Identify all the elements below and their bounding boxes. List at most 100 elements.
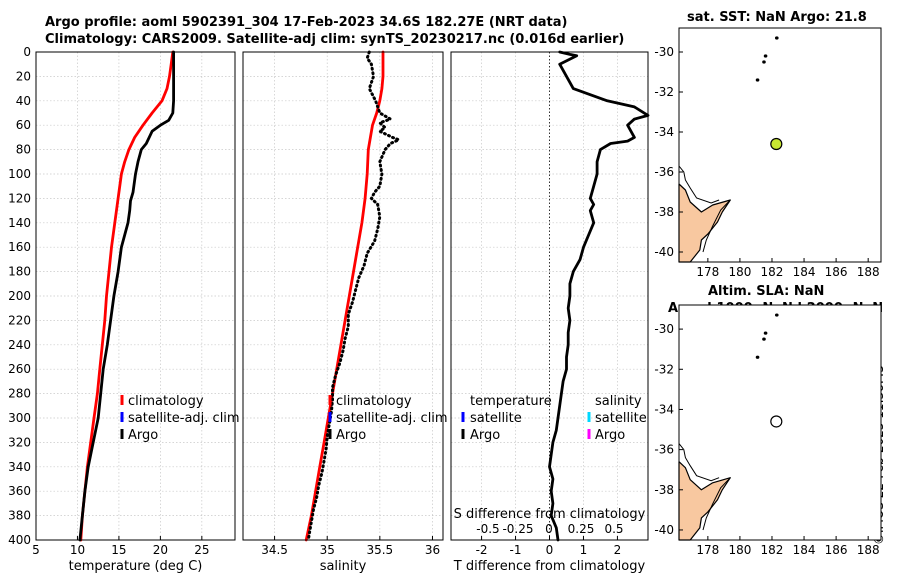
temperature-legend-label: climatology [128,394,204,409]
map_sla-xtick-label: 182 [761,543,784,557]
map_sst-xtick-label: 182 [761,265,784,279]
map_sla-xtick-label: 188 [857,543,880,557]
secondary-tick-label: -0.25 [502,522,533,536]
salinity-legend-label: satellite-adj. clim [336,411,448,426]
depth-tick-label: 380 [8,509,31,523]
temperature-xtick-label: 15 [111,543,126,557]
map_sst-xtick-label: 184 [793,265,816,279]
secondary-tick-label: 0.25 [568,522,595,536]
map_sla-argo-marker [770,415,783,428]
temperature-xtick-label: 20 [153,543,168,557]
map_sst-ytick-label: -40 [654,245,674,259]
depth-tick-label: 40 [16,94,31,108]
map_sst-shelf-contour [702,199,731,253]
map_sla-island [774,313,779,317]
map_sla-xtick-label: 186 [825,543,848,557]
temperature-xtick-label: 5 [32,543,40,557]
legend-temperature-header: temperature [470,394,552,409]
depth-tick-label: 320 [8,435,31,449]
map_sla-shelf-contour [678,443,720,482]
secondary-axis-label: S difference from climatology [454,507,646,522]
difference-xtick-label: -2 [476,543,488,557]
map-sst-title: sat. SST: NaN Argo: 21.8 [687,10,867,25]
map_sst-island [755,78,760,82]
map_sst-xtick-label: 178 [696,265,719,279]
depth-tick-label: 400 [8,533,31,547]
legend-salinity-header: salinity [595,394,642,409]
temperature-xtick-label: 10 [70,543,85,557]
depth-tick-label: 120 [8,191,31,205]
depth-tick-label: 160 [8,240,31,254]
salinity-xtick-label: 35.5 [366,543,393,557]
difference-xtick-label: 2 [614,543,622,557]
secondary-tick-label: 0.5 [604,522,623,536]
temperature-series-climatology [79,50,175,542]
depth-tick-label: 260 [8,362,31,376]
figure-title-line1: Argo profile: aoml 5902391_304 17-Feb-20… [45,15,568,30]
difference-xtick-label: 0 [546,543,554,557]
map_sla-island [762,337,766,341]
map_sla-ytick-label: -30 [654,322,674,336]
salinity-series-climatology [304,50,385,542]
salinity-legend-label: Argo [336,428,366,443]
depth-tick-label: 100 [8,167,31,181]
map_sst-xtick-label: 188 [857,265,880,279]
depth-tick-label: 140 [8,216,31,230]
difference-xtick-label: 1 [580,543,588,557]
salinity-xtick-label: 36 [425,543,440,557]
map_sst-island [774,36,779,40]
salinity-series-argo [306,50,401,542]
map_sst-argo-marker [770,137,783,151]
depth-tick-label: 220 [8,313,31,327]
map_sst-shelf-contour [678,165,720,204]
salinity-axes-frame [242,51,444,541]
map-sla-title-line1: Altim. SLA: NaN [708,284,825,299]
map_sst-island [763,54,768,58]
salinity-xlabel: salinity [320,559,367,574]
map_sst-ytick-label: -38 [654,205,674,219]
legend-salinity-label: Argo [595,428,625,443]
depth-tick-label: 280 [8,387,31,401]
difference-series-t-difference [548,50,650,542]
map_sla-ytick-label: -32 [654,362,674,376]
map_sst-island [762,60,766,64]
legend-temperature-label: Argo [470,428,500,443]
map_sla-island [755,355,760,359]
map_sla-ytick-label: -34 [654,402,674,416]
salinity-legend-label: climatology [336,394,412,409]
figure-title-line2: Climatology: CARS2009. Satellite-adj cli… [45,32,625,47]
difference-axes-frame [450,51,649,541]
temperature-xtick-label: 25 [194,543,209,557]
map_sst-ytick-label: -36 [654,165,674,179]
salinity-xtick-label: 34.5 [261,543,288,557]
secondary-tick-label: 0 [545,522,553,536]
map_sst-axes-frame [678,27,882,263]
depth-tick-label: 80 [16,143,31,157]
map_sla-xtick-label: 180 [728,543,751,557]
depth-tick-label: 60 [16,118,31,132]
depth-tick-label: 180 [8,265,31,279]
map_sst-land [678,183,731,263]
difference-xlabel: T difference from climatology [453,559,646,574]
map_sla-ytick-label: -40 [654,523,674,537]
salinity-xtick-label: 35 [320,543,335,557]
map_sla-land [678,461,731,541]
temperature-series-argo [78,50,176,542]
map_sla-ytick-label: -38 [654,483,674,497]
map_sst-ytick-label: -34 [654,125,674,139]
depth-tick-label: 360 [8,484,31,498]
depth-tick-label: 0 [23,45,31,59]
depth-tick-label: 300 [8,411,31,425]
difference-xtick-label: -1 [510,543,522,557]
temperature-xlabel: temperature (deg C) [69,559,203,574]
temperature-legend-label: Argo [128,428,158,443]
map_sst-ytick-label: -32 [654,85,674,99]
map_sst-xtick-label: 180 [728,265,751,279]
salinity-plot-area [243,52,443,540]
map_sla-shelf-contour [702,477,731,531]
map_sst-ytick-label: -30 [654,45,674,59]
secondary-tick-label: -0.5 [476,522,499,536]
map_sla-xtick-label: 184 [793,543,816,557]
temperature-axes-frame [35,51,236,541]
